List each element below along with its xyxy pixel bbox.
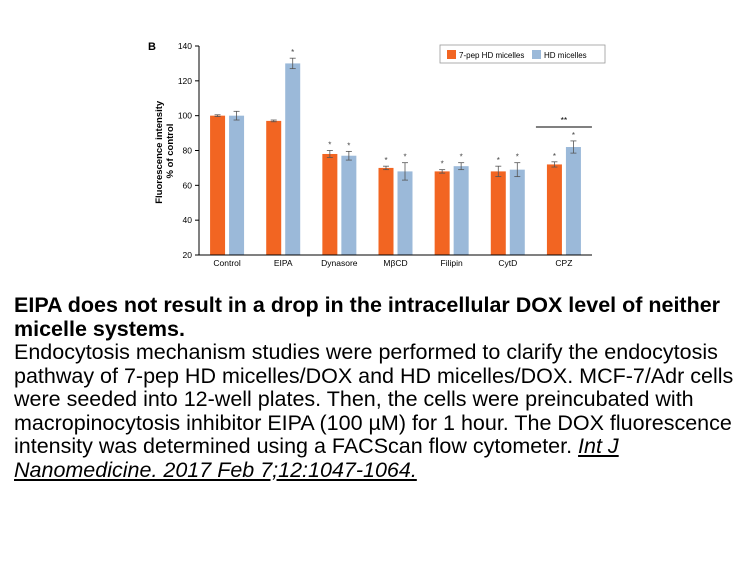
significance-mark: *: [291, 48, 294, 57]
x-tick-label: Dynasore: [321, 258, 358, 268]
legend-box: [439, 44, 606, 64]
caption-body: Endocytosis mechanism studies were perfo…: [14, 340, 744, 482]
significance-mark: *: [328, 141, 331, 150]
x-tick-label: Filipin: [441, 258, 463, 268]
bar-chart: B Fluorescence intensity % of control 20…: [148, 41, 606, 268]
legend-swatch: [532, 50, 541, 59]
significance-mark: *: [347, 141, 350, 150]
bar: [266, 120, 282, 256]
y-tick-label: 80: [183, 146, 193, 156]
bar: [509, 169, 525, 255]
significance-mark: *: [403, 153, 406, 162]
significance-mark: *: [553, 152, 556, 161]
figure-caption: EIPA does not result in a drop in the in…: [14, 293, 744, 482]
citation-link[interactable]: Int J Nanomedicine. 2017 Feb 7;12:1047-1…: [14, 434, 619, 482]
bar: [490, 171, 506, 255]
bar: [378, 167, 394, 255]
bar: [210, 115, 226, 256]
legend-swatch: [447, 50, 456, 59]
x-tick-label: Control: [213, 258, 241, 268]
bar: [285, 63, 301, 255]
bar: [341, 155, 357, 255]
caption-title: EIPA does not result in a drop in the in…: [14, 293, 721, 341]
y-axis-label-line2: % of control: [165, 124, 176, 179]
panel-label: B: [148, 41, 156, 53]
significance-annotation: **: [561, 115, 568, 125]
y-tick-label: 60: [183, 180, 193, 190]
y-axis-label: Fluorescence intensity % of control: [154, 98, 176, 204]
significance-mark: *: [516, 153, 519, 162]
y-axis-label-line1: Fluorescence intensity: [154, 100, 165, 204]
bar: [453, 166, 469, 255]
bar: [229, 115, 245, 256]
y-axis-ticks: 20 40 60 80 100 120 140: [178, 41, 199, 260]
significance-mark: *: [384, 156, 387, 165]
significance-mark: *: [441, 160, 444, 169]
y-tick-label: 100: [178, 111, 192, 121]
bar: [397, 171, 413, 255]
bars: ** ** *** * * ****: [210, 48, 592, 256]
x-tick-label: CPZ: [555, 258, 572, 268]
y-tick-label: 40: [183, 215, 193, 225]
y-tick-label: 20: [183, 250, 193, 260]
x-tick-label: EIPA: [274, 258, 293, 268]
y-tick-label: 140: [178, 41, 192, 51]
bar: [546, 164, 562, 255]
legend-label: 7-pep HD micelles: [459, 51, 524, 60]
legend: 7-pep HD micelles HD micelles: [439, 44, 606, 64]
significance-mark: *: [460, 153, 463, 162]
bar: [565, 147, 581, 255]
bar: [322, 153, 338, 255]
y-tick-label: 120: [178, 76, 192, 86]
significance-mark: *: [497, 156, 500, 165]
caption-text: Endocytosis mechanism studies were perfo…: [14, 340, 734, 458]
significance-mark: *: [572, 131, 575, 140]
bar: [434, 171, 450, 255]
x-tick-label: CytD: [498, 258, 517, 268]
x-tick-label: MβCD: [383, 258, 407, 268]
legend-label: HD micelles: [544, 51, 587, 60]
x-axis-tick-labels: Control EIPA Dynasore MβCD Filipin CytD CPZ: [213, 258, 572, 268]
